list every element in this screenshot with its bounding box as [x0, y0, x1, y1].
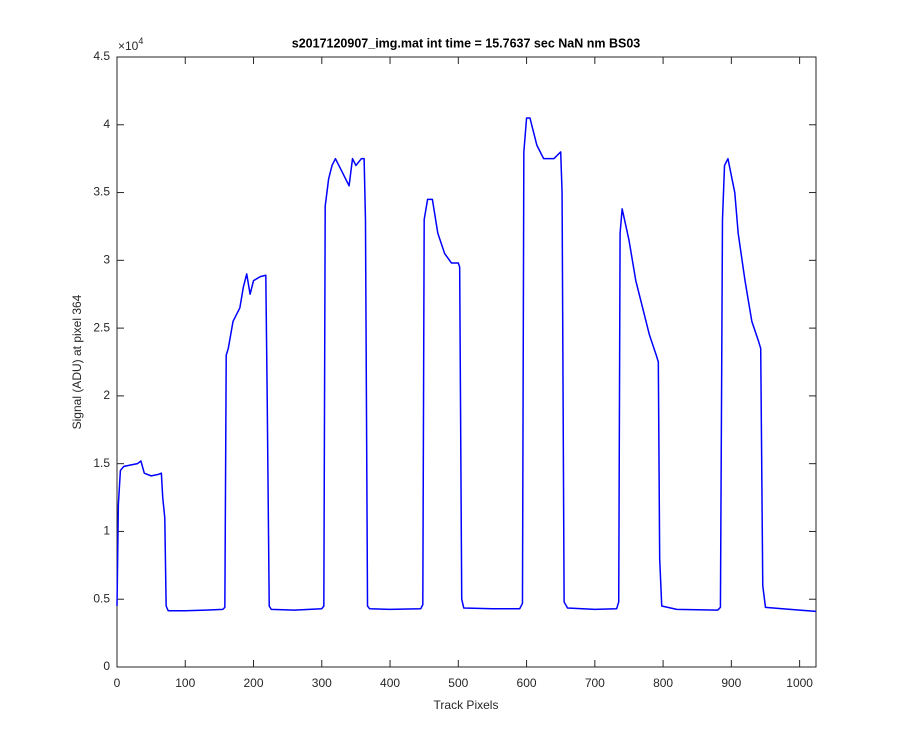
x-tick-label: 200 — [244, 676, 264, 690]
y-tick-label: 3.5 — [93, 185, 110, 199]
y-tick-label: 0 — [103, 659, 110, 673]
y-tick-label: 2 — [103, 388, 110, 402]
axes-box — [116, 56, 817, 668]
y-tick-label: 1.5 — [93, 456, 110, 470]
x-tick-label: 1000 — [786, 676, 813, 690]
y-tick-label: 3 — [103, 253, 110, 267]
x-tick-label: 800 — [653, 676, 673, 690]
y-axis-label: Signal (ADU) at pixel 364 — [70, 294, 84, 429]
x-tick-label: 100 — [175, 676, 195, 690]
y-tick-label: 0.5 — [93, 591, 110, 605]
signal-line — [116, 117, 817, 613]
multiplier-base: ×10 — [118, 39, 139, 53]
x-tick-label: 500 — [448, 676, 468, 690]
y-tick-label: 1 — [103, 524, 110, 538]
y-multiplier: ×104 — [118, 36, 143, 53]
y-tick-label: 4 — [103, 117, 110, 131]
y-tick-label: 2.5 — [93, 320, 110, 334]
x-axis-label: Track Pixels — [434, 698, 499, 712]
x-tick-label: 900 — [721, 676, 741, 690]
chart-title: s2017120907_img.mat int time = 15.7637 s… — [292, 36, 641, 50]
x-tick-label: 600 — [517, 676, 537, 690]
multiplier-exponent: 4 — [138, 36, 143, 46]
x-tick-label: 0 — [114, 676, 121, 690]
y-tick-label: 4.5 — [93, 49, 110, 63]
x-tick-label: 700 — [585, 676, 605, 690]
x-tick-label: 300 — [312, 676, 332, 690]
x-tick-label: 400 — [380, 676, 400, 690]
